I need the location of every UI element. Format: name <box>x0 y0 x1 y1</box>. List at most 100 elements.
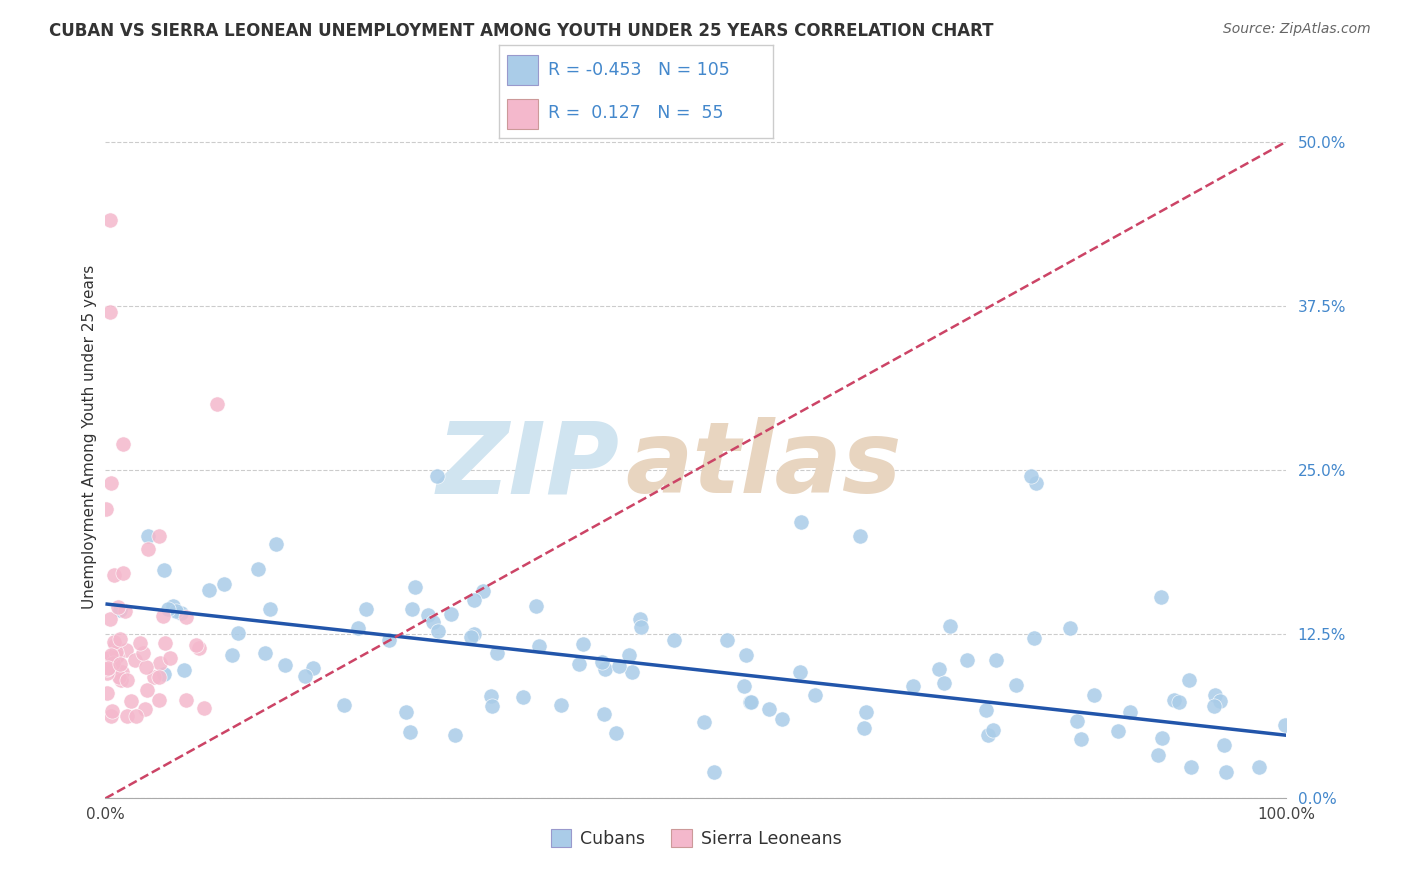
Point <box>1213 738 1236 752</box>
Point <box>114 604 136 618</box>
Point <box>159 651 181 665</box>
Point <box>692 714 714 729</box>
Point <box>124 653 146 667</box>
Point <box>770 713 793 727</box>
Point <box>96 661 118 675</box>
Point <box>184 638 207 652</box>
Point <box>550 698 572 712</box>
Point <box>98 612 121 626</box>
Point <box>401 602 423 616</box>
Point <box>855 705 877 719</box>
Y-axis label: Unemployment Among Youth under 25 years: Unemployment Among Youth under 25 years <box>82 265 97 609</box>
Point <box>107 670 129 684</box>
Point <box>738 695 761 709</box>
Point <box>148 528 170 542</box>
Point <box>591 655 613 669</box>
Bar <box>508 99 537 129</box>
Point <box>188 641 211 656</box>
Point <box>174 692 197 706</box>
Point <box>259 602 281 616</box>
Point <box>444 728 467 742</box>
Point <box>1215 765 1237 780</box>
Point <box>703 765 725 780</box>
Point <box>96 665 118 680</box>
Point <box>134 702 156 716</box>
Text: R =  0.127   N =  55: R = 0.127 N = 55 <box>548 104 724 122</box>
Point <box>426 624 449 639</box>
Point <box>100 476 122 491</box>
Point <box>274 657 297 672</box>
Point <box>1066 714 1088 728</box>
Point <box>97 661 120 675</box>
Point <box>136 529 159 543</box>
Point <box>984 653 1007 667</box>
Point <box>121 694 143 708</box>
Point <box>395 705 418 719</box>
Point <box>479 690 502 704</box>
Point <box>486 646 509 660</box>
Point <box>98 650 121 665</box>
Point <box>662 633 685 648</box>
Point <box>1150 590 1173 604</box>
Point <box>605 726 627 740</box>
Point <box>193 700 215 714</box>
Point <box>96 686 118 700</box>
Point <box>253 646 276 660</box>
Text: CUBAN VS SIERRA LEONEAN UNEMPLOYMENT AMONG YOUTH UNDER 25 YEARS CORRELATION CHAR: CUBAN VS SIERRA LEONEAN UNEMPLOYMENT AMO… <box>49 22 994 40</box>
Point <box>1249 760 1271 774</box>
Point <box>1070 732 1092 747</box>
Point <box>378 633 401 648</box>
Point <box>100 708 122 723</box>
Point <box>111 436 134 450</box>
Point <box>422 615 444 630</box>
Point <box>524 599 547 613</box>
Point <box>512 690 534 705</box>
Point <box>356 601 378 615</box>
Point <box>174 610 197 624</box>
Point <box>463 627 485 641</box>
Point <box>152 563 174 577</box>
Point <box>398 725 420 739</box>
Point <box>173 663 195 677</box>
Point <box>149 656 172 670</box>
Point <box>153 666 176 681</box>
Point <box>135 682 157 697</box>
Point <box>129 636 152 650</box>
Text: atlas: atlas <box>626 417 901 515</box>
Point <box>117 708 139 723</box>
Point <box>716 632 738 647</box>
Point <box>1059 621 1081 635</box>
Point <box>226 625 249 640</box>
Point <box>108 632 131 646</box>
Point <box>418 608 440 623</box>
Point <box>527 639 550 653</box>
Point <box>294 669 316 683</box>
Point <box>1208 694 1230 708</box>
Point <box>440 607 463 622</box>
Point <box>111 665 134 680</box>
Point <box>104 638 127 652</box>
Point <box>758 702 780 716</box>
Text: ZIP: ZIP <box>436 417 619 515</box>
Point <box>593 662 616 676</box>
Point <box>107 600 129 615</box>
Point <box>104 645 127 659</box>
Point <box>1180 760 1202 774</box>
Legend: Cubans, Sierra Leoneans: Cubans, Sierra Leoneans <box>544 822 848 855</box>
Point <box>956 653 979 667</box>
Point <box>804 688 827 702</box>
Point <box>628 612 651 626</box>
Point <box>110 657 132 671</box>
Point <box>789 665 811 680</box>
Point <box>302 661 325 675</box>
Point <box>567 657 589 671</box>
Point <box>104 651 127 665</box>
Point <box>98 305 121 319</box>
Point <box>152 608 174 623</box>
Point <box>1119 706 1142 720</box>
Point <box>165 604 187 618</box>
Point <box>105 648 128 663</box>
Point <box>939 618 962 632</box>
Point <box>103 634 125 648</box>
Point <box>426 469 449 483</box>
